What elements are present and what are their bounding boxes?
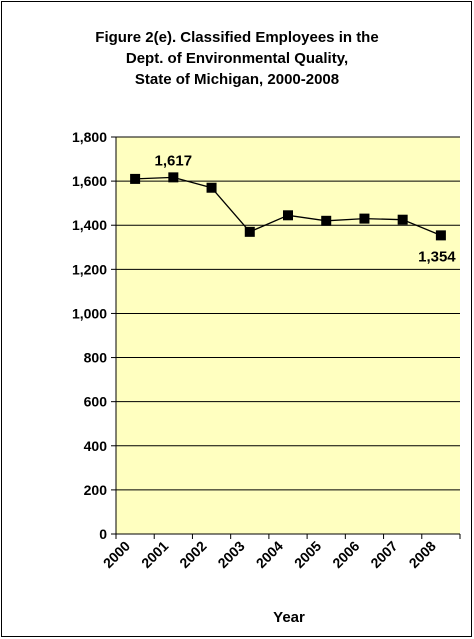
y-tick-label: 600 [84, 394, 108, 410]
x-tick-label: 2001 [138, 538, 171, 571]
x-tick-label: 2008 [406, 538, 439, 571]
plot-area [116, 137, 460, 534]
chart-title: Figure 2(e). Classified Employees in the… [0, 27, 474, 90]
data-point-marker [130, 173, 141, 184]
series-line-group [130, 172, 446, 241]
y-tick-label: 800 [84, 350, 108, 366]
x-axis-ticks: 2000 2001 2002 2003 2004 2005 2006 2007 2008 [100, 534, 461, 571]
y-tick-label: 200 [84, 482, 108, 498]
x-tick-label: 2000 [100, 538, 133, 571]
data-point-marker [168, 172, 179, 183]
x-tick-label: 2005 [291, 538, 324, 571]
data-label: 1,354 [418, 248, 456, 265]
y-tick-label: 0 [99, 526, 107, 542]
data-labels: 1,617 1,354 [155, 152, 457, 265]
data-point-marker [244, 226, 255, 237]
x-tick-label: 2003 [214, 538, 247, 571]
data-point-marker [321, 215, 332, 226]
data-point-marker [435, 230, 446, 241]
x-tick-label: 2004 [253, 538, 286, 571]
y-tick-label: 1,200 [72, 261, 107, 277]
chart-title-line-2: Dept. of Environmental Quality, [125, 50, 349, 67]
data-point-marker [206, 182, 217, 193]
y-tick-label: 1,600 [72, 173, 107, 189]
x-axis-label: Year [273, 609, 305, 626]
axes [115, 137, 460, 535]
x-tick-label: 2002 [176, 538, 209, 571]
x-tick-label: 2007 [367, 538, 400, 571]
y-tick-label: 1,000 [72, 305, 107, 321]
y-tick-label: 1,400 [72, 217, 107, 233]
data-point-marker [359, 213, 370, 224]
chart-title-line-1: Figure 2(e). Classified Employees in the [95, 29, 379, 46]
data-point-marker [283, 210, 293, 221]
x-tick-label: 2006 [329, 538, 362, 571]
chart-title-line-3: State of Michigan, 2000-2008 [134, 71, 340, 88]
y-axis-ticks: 0 200 400 600 800 1,000 1,200 1,400 1,600 1,800 [72, 129, 116, 542]
data-point-marker [397, 214, 408, 225]
data-label: 1,617 [155, 152, 193, 169]
y-tick-label: 400 [84, 438, 108, 454]
y-tick-label: 1,800 [72, 129, 107, 145]
